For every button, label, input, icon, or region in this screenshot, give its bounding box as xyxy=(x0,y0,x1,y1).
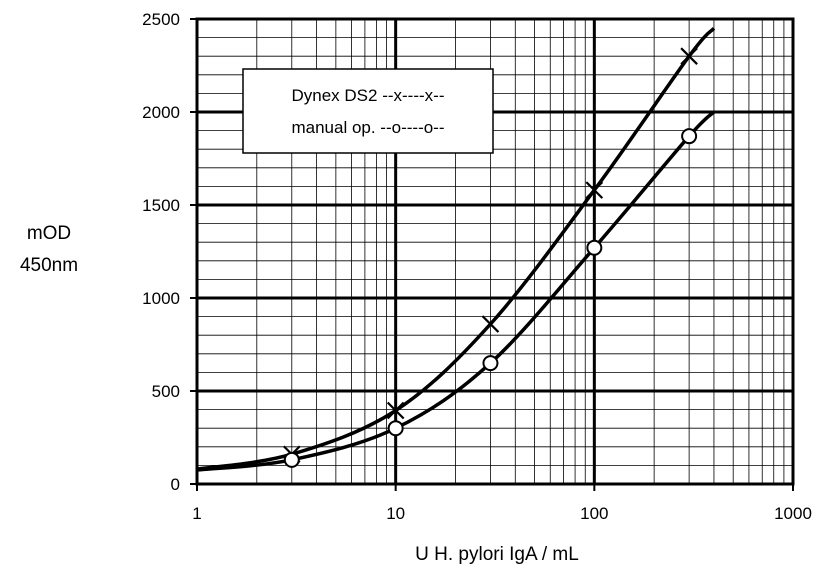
data-point-o-marker xyxy=(387,420,404,437)
series-layer xyxy=(196,27,716,472)
data-point-o-marker xyxy=(482,355,499,372)
plot-frame xyxy=(195,17,795,486)
x-tick-label: 1000 xyxy=(774,504,812,523)
x-tick-label: 100 xyxy=(580,504,608,523)
y-tick-label: 1000 xyxy=(142,289,180,308)
series-manual-op xyxy=(196,110,716,472)
y-axis-label-line2: 450nm xyxy=(20,255,78,276)
data-point-x-marker xyxy=(585,181,604,199)
data-point-x-marker xyxy=(680,47,698,65)
y-tick-label: 500 xyxy=(152,382,180,401)
y-tick-label: 1500 xyxy=(142,196,180,215)
data-point-o-marker xyxy=(681,128,698,145)
x-tick-label: 10 xyxy=(386,504,405,523)
data-point-o-marker xyxy=(283,451,300,468)
y-tick-labels: 0 500 1000 1500 2000 2500 xyxy=(142,10,197,494)
data-point-x-marker xyxy=(386,401,405,420)
data-point-o-marker xyxy=(586,239,603,256)
y-tick-label: 2000 xyxy=(142,103,180,122)
legend-box xyxy=(242,68,494,154)
x-tick-labels: 1 10 100 1000 xyxy=(192,484,812,523)
legend-entry-dynex: Dynex DS2 --x----x-- xyxy=(292,86,445,105)
x-axis-label: U H. pylori IgA / mL xyxy=(415,544,579,565)
y-axis-label-line1: mOD xyxy=(27,223,71,244)
legend-entry-manual: manual op. --o----o-- xyxy=(291,118,444,137)
legend: Dynex DS2 --x----x-- manual op. --o----o… xyxy=(242,68,494,154)
y-tick-label: 2500 xyxy=(142,10,180,29)
data-point-x-marker xyxy=(481,315,500,333)
y-tick-label: 0 xyxy=(171,475,180,494)
x-tick-label: 1 xyxy=(192,504,201,523)
